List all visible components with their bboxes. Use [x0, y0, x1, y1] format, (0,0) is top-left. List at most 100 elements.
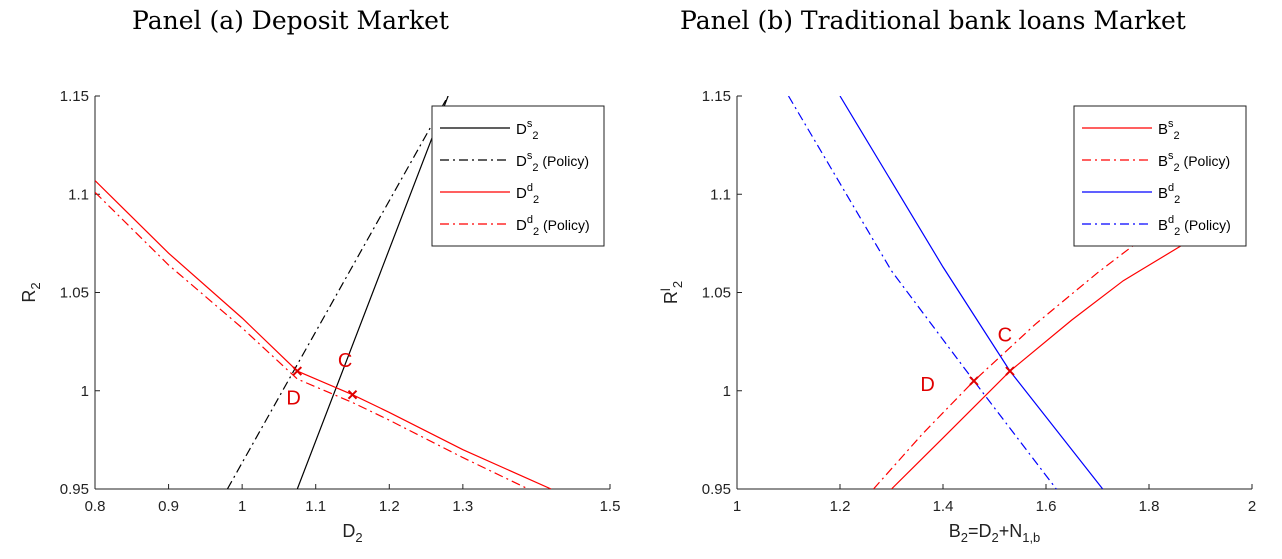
- p2-legend-entry-3: Bd2: [1158, 182, 1180, 206]
- p2-point-marker: [969, 376, 979, 386]
- p2-x-tick-label: 1: [733, 498, 741, 515]
- p2-y-tick-label: 1: [723, 383, 731, 400]
- p2-x-tick-label: 2: [1248, 498, 1256, 515]
- p2-legend-sup: s: [1168, 150, 1174, 162]
- p1-y-tick-label: 1.05: [60, 285, 89, 302]
- p2-x-tick-label: 1.4: [933, 498, 954, 515]
- p1-point-marker: [292, 366, 303, 376]
- p2-plot: 1 1.2 1.4 1.6 1.8 20.9511.051.11.15B2=D2+N1,b…: [658, 88, 1256, 545]
- p1-series-group: [95, 96, 552, 489]
- p1-y-label-main: R: [19, 290, 39, 303]
- p1-legend-sub: 2: [532, 162, 538, 174]
- p2-legend-name: B: [1158, 185, 1168, 202]
- p2-point-label: C: [998, 325, 1012, 347]
- p1-legend-entry-2: Ds2 (Policy): [516, 150, 589, 174]
- p1-y-tick-label: 1: [81, 383, 89, 400]
- p1-y-tick-label: 1.15: [60, 88, 89, 105]
- p1-plot: 0.8 0.9 1 1.1 1.2 1.3 1.50.9511.051.11.15D2R2C…: [19, 88, 620, 545]
- p2-y-label-sup: l: [658, 288, 673, 291]
- p2-legend-sup: d: [1168, 214, 1174, 226]
- p1-x-tick-label: 1.1: [305, 498, 326, 515]
- p1-legend-entry-3: Dd2: [516, 182, 539, 206]
- p2-point-marker: [1005, 366, 1015, 376]
- p1-legend-sub: 2: [533, 226, 539, 238]
- p2-legend-name: B: [1158, 153, 1168, 170]
- p2-legend-sup: s: [1168, 118, 1174, 130]
- p1-y-label-sub: 2: [28, 282, 43, 289]
- panel-a-title: Panel (a) Deposit Market: [132, 6, 449, 35]
- p2-legend-suffix: (Policy): [1180, 153, 1231, 169]
- p2-legend-entry-2: Bs2 (Policy): [1158, 150, 1230, 174]
- p2-legend-box: [1073, 105, 1247, 247]
- p1-legend-sup: d: [527, 182, 533, 194]
- p2-series-line-4: [787, 96, 1057, 489]
- p1-x-tick-label: 1.3: [452, 498, 473, 515]
- p2-y-label-main: R: [661, 291, 681, 304]
- p1-y-tick-label: 0.95: [60, 481, 89, 498]
- p1-legend-name: D: [516, 217, 527, 234]
- p2-x-label-main: B: [949, 521, 961, 541]
- p2-y-tick-label: 0.95: [702, 481, 731, 498]
- p1-series-line-2: [226, 96, 449, 489]
- p2-legend-sub: 2: [1174, 226, 1180, 238]
- p2-x-label-rest: =D: [968, 521, 992, 541]
- p1-x-tick-label: 1: [238, 498, 246, 515]
- p2-legend-entry-4: Bd2 (Policy): [1158, 214, 1231, 238]
- p2-y-tick-label: 1.15: [702, 88, 731, 105]
- p1-legend-name: D: [516, 153, 527, 170]
- p1-y-tick-label: 1.1: [68, 186, 89, 203]
- p2-legend-suffix: (Policy): [1180, 217, 1231, 233]
- p2-legend-sub: 2: [1174, 194, 1180, 206]
- p1-point-marker: [347, 389, 358, 400]
- p1-legend-sub: 2: [533, 194, 539, 206]
- p2-x-tick-label: 1.2: [830, 498, 851, 515]
- p1-x-tick-label: 0.8: [85, 498, 106, 515]
- p1-x-tick-label: 1.5: [600, 498, 621, 515]
- p2-series-line-1: [891, 242, 1186, 489]
- p1-legend-box: [431, 105, 605, 247]
- p1-series-line-3: [95, 180, 552, 489]
- p1-legend-name: D: [516, 185, 527, 202]
- p1-legend-name: D: [516, 121, 527, 138]
- p1-legend-suffix: (Policy): [539, 217, 590, 233]
- p1-legend-entry-4: Dd2 (Policy): [516, 214, 590, 238]
- p2-x-label-rest-sub: 2: [991, 530, 998, 545]
- p1-x-label-main: D: [342, 521, 355, 541]
- p2-series-line-2: [873, 213, 1176, 489]
- p1-legend-sup: s: [527, 118, 533, 130]
- p2-legend-entry-1: Bs2: [1158, 118, 1180, 142]
- p2-legend-name: B: [1158, 121, 1168, 138]
- p2-y-tick-label: 1.05: [702, 285, 731, 302]
- p1-x-label-sub: 2: [355, 530, 362, 545]
- p1-legend-entry-1: Ds2: [516, 118, 538, 142]
- p1-x-tick-label: 1.2: [379, 498, 400, 515]
- p2-x-label-tail: +N: [999, 521, 1023, 541]
- p2-legend-sub: 2: [1174, 130, 1180, 142]
- p2-y-axis-label: Rl2: [658, 281, 685, 304]
- p2-legend-sub: 2: [1174, 162, 1180, 174]
- p1-legend-sub: 2: [532, 130, 538, 142]
- p2-legend-sup: d: [1168, 182, 1174, 194]
- p2-x-tick-label: 1.8: [1139, 498, 1160, 515]
- p1-legend-sup: d: [527, 214, 533, 226]
- p2-x-label-sub: 2: [961, 530, 968, 545]
- p1-y-axis-label: R2: [19, 282, 43, 302]
- p2-y-tick-label: 1.1: [710, 186, 731, 203]
- p1-point-label: D: [286, 388, 300, 410]
- p2-point-label: D: [920, 374, 934, 396]
- panel-b-title: Panel (b) Traditional bank loans Market: [680, 6, 1186, 35]
- p2-legend-name: B: [1158, 217, 1168, 234]
- p2-series-group: [787, 96, 1186, 489]
- p1-legend-sup: s: [527, 150, 533, 162]
- p1-legend-suffix: (Policy): [538, 153, 589, 169]
- p1-x-axis-label: D2: [342, 521, 362, 545]
- p2-x-axis-label: B2=D2+N1,b: [949, 521, 1041, 545]
- p2-y-label-sub: 2: [670, 281, 685, 288]
- p1-point-label: C: [338, 350, 352, 372]
- p2-x-label-tail-sub: 1,b: [1022, 530, 1040, 545]
- p2-series-line-3: [839, 96, 1104, 489]
- p2-x-tick-label: 1.6: [1036, 498, 1057, 515]
- p1-series-line-4: [95, 191, 530, 489]
- p1-series-line-1: [296, 96, 449, 489]
